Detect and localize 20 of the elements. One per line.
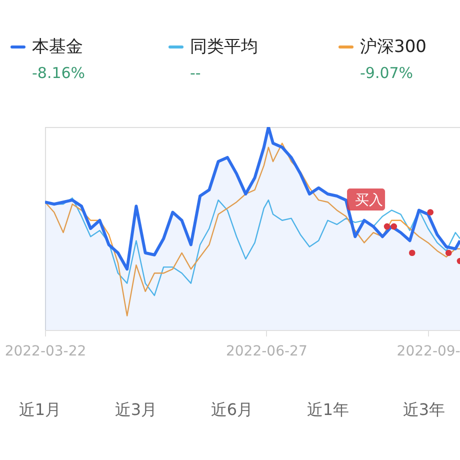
text: 近6月 <box>210 400 254 419</box>
text: 近1年 <box>306 400 350 419</box>
legend-label: 同类平均 <box>190 37 258 57</box>
point <box>408 250 416 256</box>
point <box>427 209 434 216</box>
point <box>384 223 390 230</box>
text: 近3年 <box>402 400 446 419</box>
text: 近1月 <box>18 400 62 419</box>
x-tick-label: 2022-06-27 <box>226 344 308 360</box>
text: -- <box>190 64 201 82</box>
point <box>445 250 452 256</box>
text: -8.16% <box>32 64 86 82</box>
legend-label: 本基金 <box>32 37 83 57</box>
x-tick-label: 2022-03-22 <box>4 344 86 360</box>
text: -9.07% <box>360 64 414 82</box>
legend-label: 沪深300 <box>360 37 426 57</box>
x-tick-label: 2022-09- <box>396 344 460 360</box>
text: 近3月 <box>114 400 158 419</box>
point <box>390 223 398 230</box>
annotation: 买入 <box>355 192 384 208</box>
